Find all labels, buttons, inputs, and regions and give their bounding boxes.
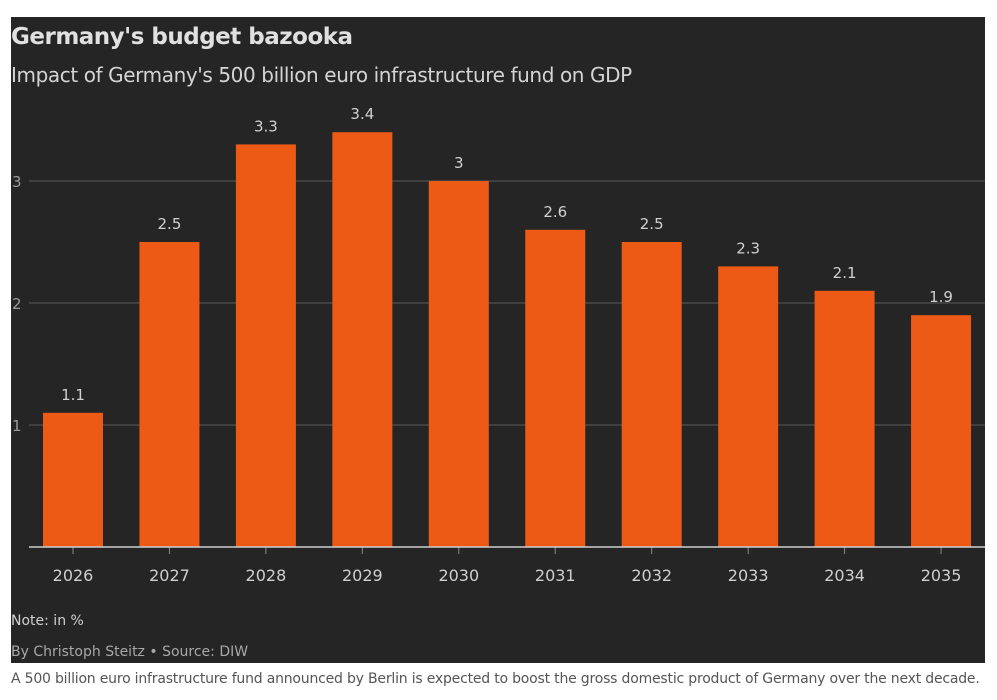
value-label: 2.5 bbox=[640, 215, 664, 233]
value-label: 2.5 bbox=[158, 215, 182, 233]
chart-byline: By Christoph Steitz • Source: DIW bbox=[11, 644, 249, 660]
bar bbox=[621, 242, 682, 547]
x-tick-label: 2034 bbox=[824, 566, 865, 585]
bar bbox=[43, 412, 103, 547]
x-tick-label: 2033 bbox=[728, 566, 769, 585]
x-tick-label: 2032 bbox=[631, 566, 672, 585]
bar bbox=[139, 242, 200, 547]
x-tick-label: 2031 bbox=[535, 566, 576, 585]
caption: A 500 billion euro infrastructure fund a… bbox=[11, 671, 980, 687]
x-tick-label: 2029 bbox=[342, 566, 383, 585]
value-label: 3.3 bbox=[254, 117, 278, 135]
chart-title: Germany's budget bazooka bbox=[11, 24, 353, 50]
bar bbox=[332, 132, 393, 547]
y-tick-label: 2 bbox=[12, 295, 22, 313]
chart-subtitle: Impact of Germany's 500 billion euro inf… bbox=[11, 63, 632, 87]
value-label: 3 bbox=[454, 154, 464, 172]
bar bbox=[525, 229, 586, 548]
x-tick-label: 2027 bbox=[149, 566, 190, 585]
bar bbox=[718, 266, 779, 547]
x-tick-label: 2028 bbox=[246, 566, 287, 585]
y-tick-label: 3 bbox=[12, 173, 22, 191]
value-label: 3.4 bbox=[350, 105, 374, 123]
bar bbox=[235, 144, 296, 547]
value-label: 1.9 bbox=[929, 288, 953, 306]
x-tick-label: 2026 bbox=[53, 566, 94, 585]
bar bbox=[814, 290, 875, 547]
y-tick-label: 1 bbox=[12, 417, 22, 435]
value-label: 2.3 bbox=[736, 239, 760, 257]
bar bbox=[428, 181, 489, 547]
chart-note: Note: in % bbox=[11, 613, 84, 629]
value-label: 1.1 bbox=[61, 386, 85, 404]
x-tick-label: 2030 bbox=[438, 566, 479, 585]
value-label: 2.6 bbox=[543, 203, 567, 221]
bar bbox=[911, 315, 972, 547]
value-label: 2.1 bbox=[833, 264, 857, 282]
x-tick-label: 2035 bbox=[921, 566, 962, 585]
